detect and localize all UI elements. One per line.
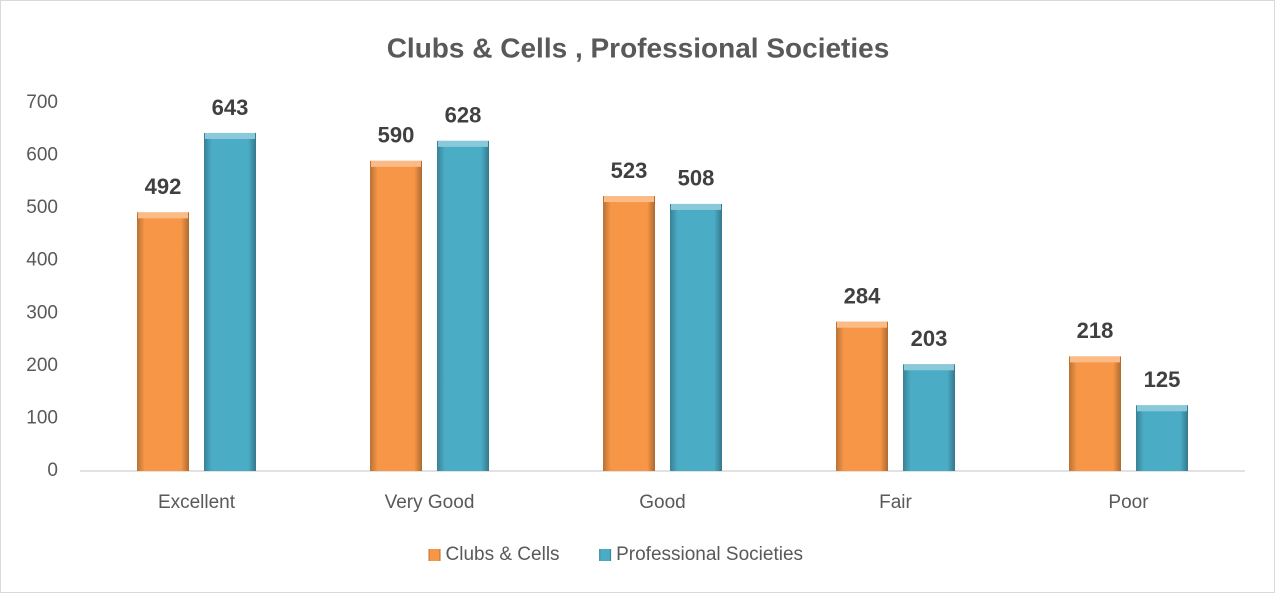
y-tick-label: 100: [26, 407, 58, 428]
bar: [603, 196, 655, 471]
data-label: 203: [911, 326, 948, 351]
bar-cap: [671, 203, 721, 210]
x-tick-label: Very Good: [385, 492, 475, 513]
legend-swatch: [428, 549, 441, 561]
bar: [1136, 405, 1188, 471]
bar-cap: [1070, 356, 1120, 363]
chart-title: Clubs & Cells , Professional Societies: [387, 32, 890, 63]
data-label: 628: [445, 103, 482, 128]
bar-cap: [904, 364, 954, 371]
legend-swatch: [599, 549, 612, 561]
y-tick-label: 0: [47, 460, 58, 481]
bar-cap: [138, 212, 188, 219]
bar-cap: [1137, 405, 1187, 412]
data-label: 284: [844, 284, 881, 309]
bar-cap: [837, 321, 887, 328]
y-tick-label: 600: [26, 145, 58, 166]
bar: [137, 212, 189, 471]
bar: [204, 132, 256, 472]
bar-cap: [371, 160, 421, 167]
bar: [437, 140, 489, 471]
data-label: 643: [212, 95, 249, 120]
legend-label: Clubs & Cells: [446, 544, 560, 565]
y-tick-label: 200: [26, 355, 58, 376]
data-label: 508: [678, 166, 715, 191]
bar-cap: [205, 132, 255, 139]
x-tick-label: Excellent: [158, 492, 236, 513]
y-tick-label: 500: [26, 197, 58, 218]
y-tick-label: 400: [26, 250, 58, 271]
data-label: 523: [611, 158, 648, 183]
legend-label: Professional Societies: [616, 544, 803, 565]
bar: [1069, 356, 1121, 471]
bar: [670, 203, 722, 472]
y-tick-label: 300: [26, 302, 58, 323]
data-label: 125: [1144, 367, 1181, 392]
data-label: 218: [1077, 318, 1114, 343]
x-tick-label: Poor: [1108, 492, 1149, 513]
bar: [836, 321, 888, 471]
bar: [370, 160, 422, 472]
data-label: 590: [378, 123, 415, 148]
y-tick-label: 700: [26, 92, 58, 113]
bar-cap: [438, 140, 488, 147]
x-tick-label: Good: [639, 492, 685, 513]
data-label: 492: [145, 174, 182, 199]
bar: [903, 364, 955, 471]
x-tick-label: Fair: [879, 492, 912, 513]
bar-cap: [604, 196, 654, 203]
